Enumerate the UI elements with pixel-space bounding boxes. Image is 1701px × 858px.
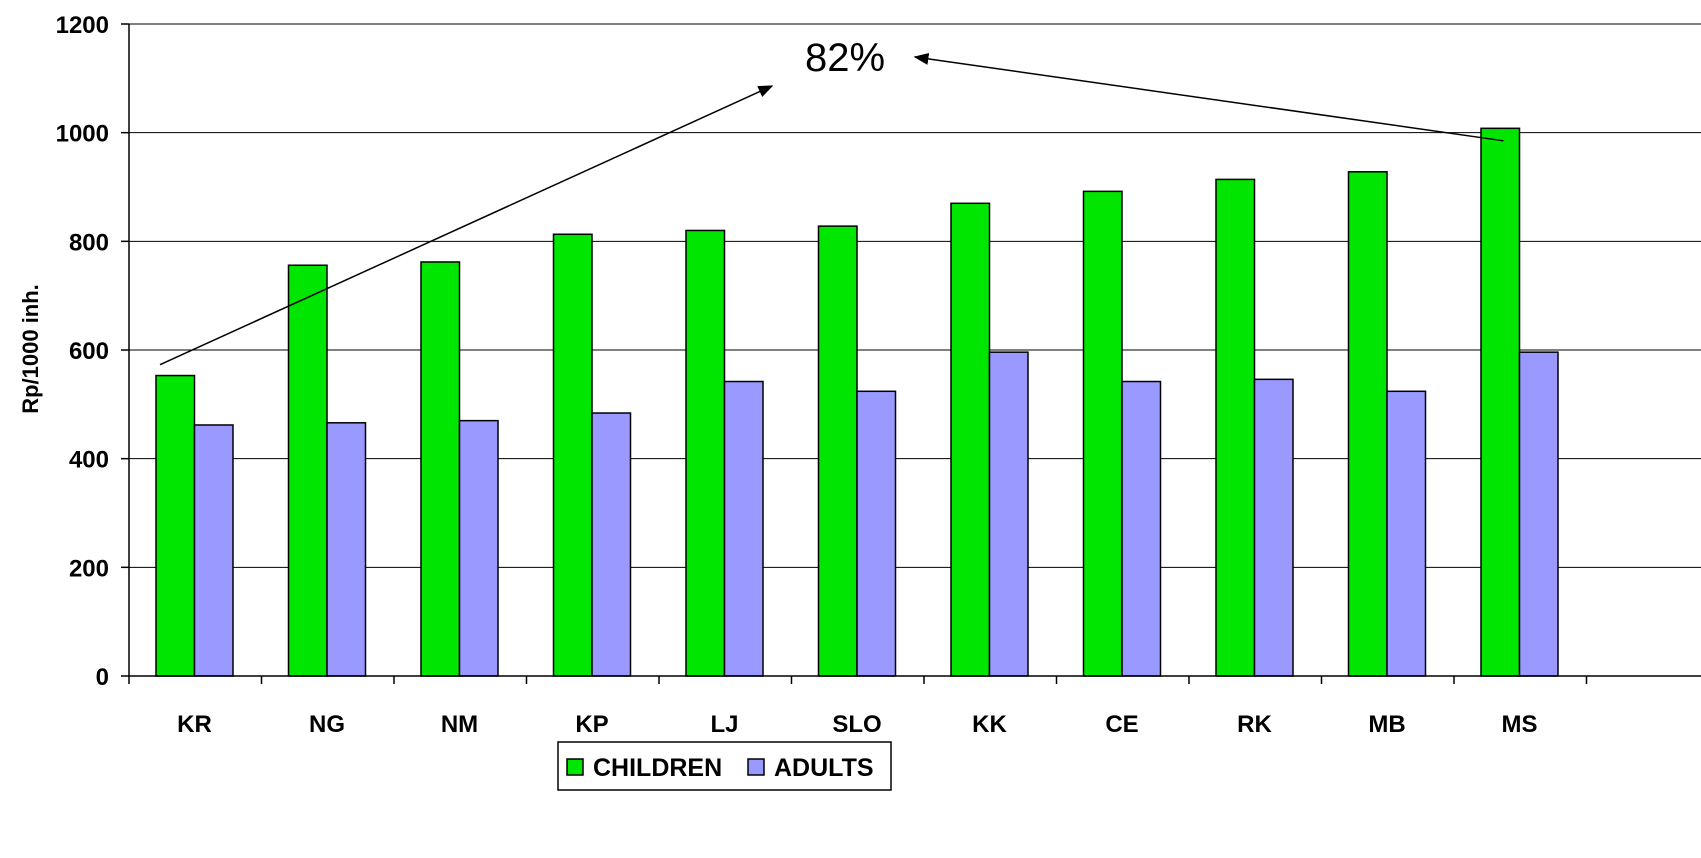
bar-adults-ms — [1520, 352, 1559, 676]
legend-swatch-adults — [748, 759, 764, 775]
bar-children-lj — [686, 230, 725, 676]
x-tick-label: RK — [1237, 711, 1272, 738]
legend-label-children: CHILDREN — [593, 754, 722, 782]
bar-children-kr — [156, 376, 195, 676]
x-tick-label: NG — [309, 711, 345, 738]
bar-adults-ce — [1122, 382, 1161, 676]
bar-children-kk — [951, 203, 990, 676]
x-tick-label: MS — [1502, 711, 1538, 738]
annotation-arrow — [160, 86, 772, 365]
y-tick-label: 400 — [69, 447, 109, 474]
y-tick-label: 800 — [69, 229, 109, 256]
x-tick-label: SLO — [832, 711, 881, 738]
bar-children-slo — [819, 226, 858, 676]
bar-children-nm — [421, 262, 460, 676]
y-axis-title: Rp/1000 inh. — [18, 284, 43, 414]
bar-adults-slo — [857, 391, 896, 676]
legend-label-adults: ADULTS — [774, 754, 874, 782]
x-tick-label: KK — [972, 711, 1007, 738]
y-tick-label: 600 — [69, 338, 109, 365]
y-tick-label: 200 — [69, 555, 109, 582]
bar-children-rk — [1216, 179, 1255, 676]
annotation-label: 82% — [805, 36, 885, 80]
x-tick-label: KP — [575, 711, 608, 738]
x-tick-label: MB — [1368, 711, 1405, 738]
y-tick-label: 0 — [96, 664, 109, 691]
y-tick-label: 1200 — [56, 12, 109, 39]
x-tick-labels: KR NG NM KP LJ SLO KK CE RK MB MS — [177, 711, 1537, 738]
bar-children-ng — [289, 265, 328, 676]
y-tick-label: 1000 — [56, 121, 109, 148]
bar-adults-nm — [460, 421, 499, 676]
bar-adults-kk — [990, 352, 1029, 676]
bar-children-kp — [554, 234, 593, 676]
bar-adults-kr — [195, 425, 234, 676]
x-tick-label: NM — [441, 711, 478, 738]
bar-adults-rk — [1255, 379, 1294, 676]
bar-adults-kp — [592, 413, 631, 676]
bar-children-ms — [1481, 128, 1520, 676]
annotation-arrow — [915, 57, 1504, 141]
x-tick-label: KR — [177, 711, 212, 738]
legend-swatch-children — [567, 759, 583, 775]
bar-children-ce — [1084, 191, 1123, 676]
bar-adults-ng — [327, 423, 366, 676]
bar-adults-lj — [725, 382, 764, 676]
x-tick-label: CE — [1105, 711, 1138, 738]
y-tick-labels: 0 200 400 600 800 1000 1200 — [56, 12, 109, 691]
bars — [156, 128, 1558, 676]
legend: CHILDREN ADULTS — [558, 742, 891, 790]
bar-children-mb — [1349, 172, 1388, 676]
bar-adults-mb — [1387, 391, 1426, 676]
x-tick-label: LJ — [710, 711, 738, 738]
